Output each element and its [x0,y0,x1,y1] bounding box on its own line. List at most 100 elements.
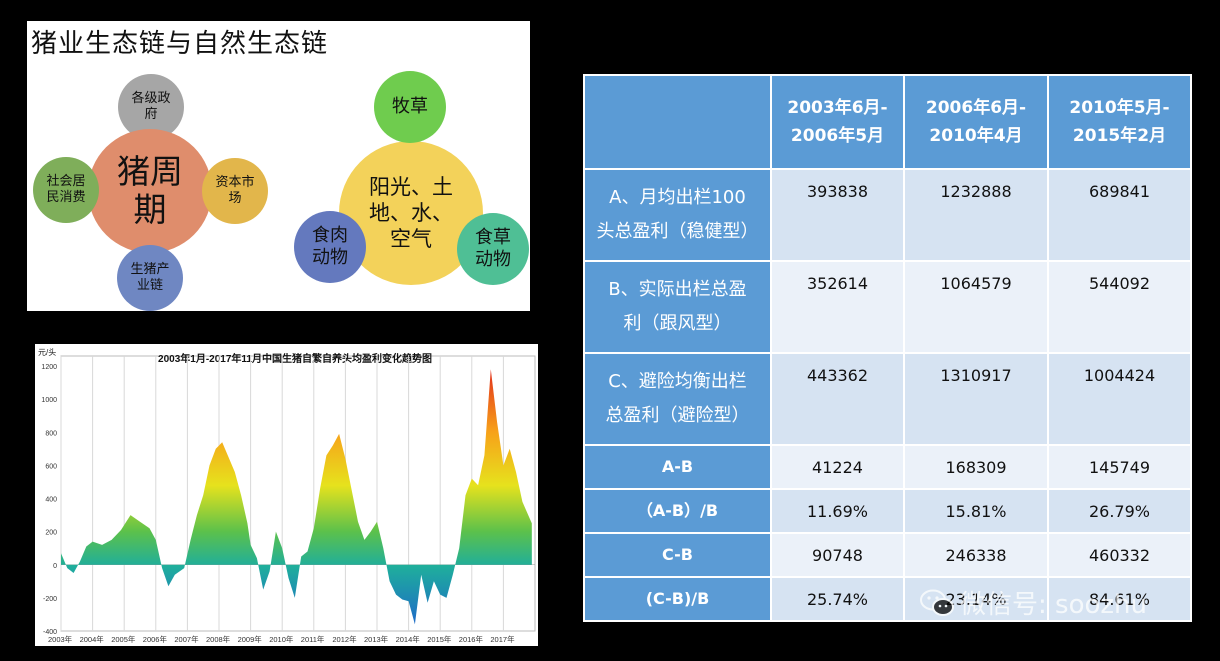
circle-nature-elements-label: 阳光、土地、水、空气 [369,174,453,252]
table-cell: 1310917 [903,352,1049,446]
y-tick-label: 0 [53,563,57,570]
header-period-1-label: 2003年6月- 2006年5月 [787,97,888,146]
table-cell: 1064579 [903,260,1049,354]
table-cell: 246338 [903,532,1049,578]
header-period-2-label: 2006年6月- 2010年4月 [925,97,1027,146]
table-row: A、月均出栏100 头总盈利（稳健型） 393838 1232888 68984… [583,168,1192,262]
y-tick-label: 800 [45,430,57,437]
table-row: B、实际出栏总盈 利（跟风型） 352614 1064579 544092 [583,260,1192,354]
x-tick-label: 2003年 [48,634,73,644]
circle-capital-market-label: 资本市场 [215,174,255,206]
row-label: C-B [583,532,772,578]
circle-carnivores: 食肉动物 [294,211,366,283]
table-cell: 145749 [1047,444,1192,490]
table-cell: 544092 [1047,260,1192,354]
table-cell: 15.81% [903,488,1049,534]
area-series [61,369,532,625]
circle-consumers-label: 社会居民消费 [46,173,86,205]
circle-capital-market: 资本市场 [202,158,268,224]
row-label-text: B、实际出栏总盈 利（跟风型） [608,278,747,334]
diagram-title: 猪业生态链与自然生态链 [31,29,329,59]
strategy-comparison-table-wrap: 2003年6月- 2006年5月 2006年6月- 2010年4月 2010年5… [583,74,1192,622]
grid-lines [60,356,535,631]
circle-herbivores: 食草动物 [457,213,529,285]
table-cell: 1232888 [903,168,1049,262]
x-tick-label: 2009年 [238,634,263,644]
table-row: C、避险均衡出栏 总盈利（避险型） 443362 1310917 1004424 [583,352,1192,446]
table-cell: 84.61% [1047,576,1192,622]
x-tick-label: 2013年 [364,634,389,644]
row-label: A、月均出栏100 头总盈利（稳健型） [583,168,772,262]
x-tick-label: 2006年 [143,634,168,644]
table-cell: 168309 [903,444,1049,490]
row-label: （A-B）/B [583,488,772,534]
row-label: B、实际出栏总盈 利（跟风型） [583,260,772,354]
circle-pig-industry: 生猪产业链 [117,245,183,311]
table-cell: 11.69% [770,488,905,534]
header-period-2: 2006年6月- 2010年4月 [903,74,1049,170]
x-tick-label: 2012年 [332,634,357,644]
y-tick-label: 1000 [41,397,57,404]
row-label: C、避险均衡出栏 总盈利（避险型） [583,352,772,446]
table-row: A-B 41224 168309 145749 [583,444,1192,490]
chart-title: 2003年1月-2017年11月中国生猪自繁自养头均盈利变化趋势图 [158,352,432,365]
y-tick-label: 1200 [41,364,57,371]
x-tick-label: 2014年 [396,634,421,644]
header-period-1: 2003年6月- 2006年5月 [770,74,905,170]
y-tick-label: 200 [45,530,57,537]
header-period-3-label: 2010年5月- 2015年2月 [1069,97,1170,146]
circle-consumers: 社会居民消费 [33,157,99,223]
row-label-text: A、月均出栏100 头总盈利（稳健型） [596,186,759,242]
profit-trend-chart: 元/头 2003年1月-2017年11月中国生猪自繁自养头均盈利变化趋势图 12… [35,344,538,646]
y-tick-label: -200 [43,596,57,603]
strategy-comparison-table: 2003年6月- 2006年5月 2006年6月- 2010年4月 2010年5… [583,74,1192,622]
circle-pig-industry-label: 生猪产业链 [130,261,170,293]
circle-government-label: 各级政府 [131,90,171,122]
table-cell: 41224 [770,444,905,490]
x-tick-label: 2010年 [269,634,294,644]
watermark-text: 微信号: soozhu [960,590,1147,620]
plot-frame [60,355,536,632]
circle-pig-cycle: 猪周期 [88,129,212,253]
y-tick-label: -400 [43,629,57,636]
x-tick-label: 2005年 [111,634,136,644]
table-cell: 443362 [770,352,905,446]
wechat-icon [920,589,954,616]
x-tick-label: 2011年 [301,634,325,644]
circle-pig-cycle-label: 猪周期 [117,152,183,229]
y-tick-label: 600 [45,463,57,470]
row-label: (C-B)/B [583,576,772,622]
x-tick-label: 2016年 [459,634,484,644]
table-cell: 460332 [1047,532,1192,578]
table-cell: 26.79% [1047,488,1192,534]
x-tick-label: 2008年 [206,634,231,644]
table-row: C-B 90748 246338 460332 [583,532,1192,578]
table-cell: 1004424 [1047,352,1192,446]
circle-carnivores-label: 食肉动物 [312,224,348,269]
ecosystem-diagram: 猪业生态链与自然生态链 各级政府 猪周期 社会居民消费 资本市场 生猪产业链 阳… [27,21,530,311]
y-axis-label: 元/头 [38,347,56,357]
table-cell: 25.74% [770,576,905,622]
header-period-3: 2010年5月- 2015年2月 [1047,74,1192,170]
circle-herbivores-label: 食草动物 [475,226,511,271]
table-cell: 393838 [770,168,905,262]
table-row: （A-B）/B 11.69% 15.81% 26.79% [583,488,1192,534]
y-tick-label: 400 [45,497,57,504]
table-cell: 352614 [770,260,905,354]
x-tick-labels: 2003年 2004年 2005年 2006年 2007年 2008年 2009年 2010年… [48,634,515,644]
circle-pasture: 牧草 [374,71,446,143]
wechat-watermark: 微信号: soozhu [920,584,1147,621]
circle-pasture-label: 牧草 [392,95,428,117]
row-label-text: C、避险均衡出栏 总盈利（避险型） [605,370,750,426]
table-cell: 689841 [1047,168,1192,262]
x-tick-label: 2004年 [80,634,105,644]
table-cell: 23.14% [903,576,1049,622]
x-tick-label: 2015年 [427,634,452,644]
header-corner [583,74,772,170]
x-tick-label: 2007年 [174,634,199,644]
profit-area [61,369,532,625]
x-tick-label: 2017年 [490,634,515,644]
row-label: A-B [583,444,772,490]
y-tick-labels: 1200 1000 800 600 400 200 0 -200 -400 [41,364,57,636]
chart-svg: 元/头 2003年1月-2017年11月中国生猪自繁自养头均盈利变化趋势图 12… [38,347,536,644]
